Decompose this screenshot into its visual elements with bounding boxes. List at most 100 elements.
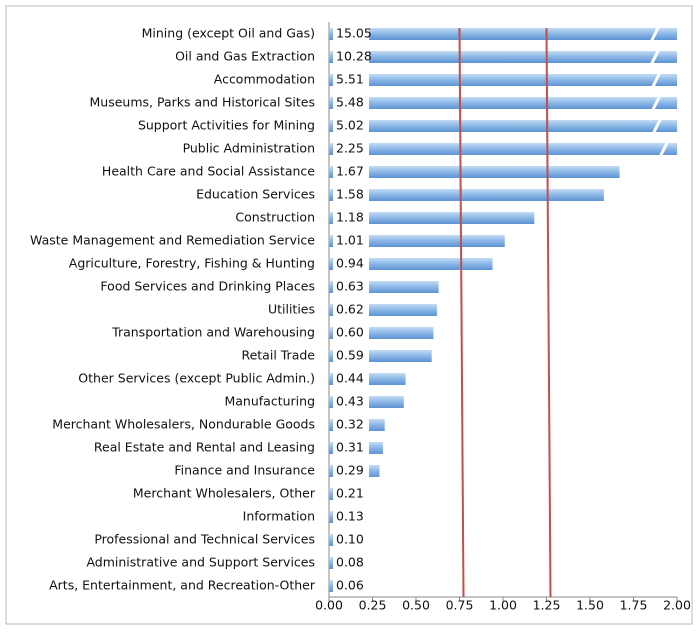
value-label: 5.48 <box>336 95 364 110</box>
value-label: 0.08 <box>336 555 364 570</box>
category-label: Professional and Technical Services <box>94 532 315 547</box>
break-mark <box>658 140 670 158</box>
label-bg <box>333 27 369 41</box>
x-tick-label: 1.75 <box>620 598 648 613</box>
category-label: Merchant Wholesalers, Nondurable Goods <box>52 417 315 432</box>
label-bg <box>333 96 369 110</box>
x-tick-label: 0.75 <box>446 598 474 613</box>
value-label: 0.63 <box>336 279 364 294</box>
category-label: Arts, Entertainment, and Recreation-Othe… <box>49 578 316 593</box>
value-label: 0.62 <box>336 302 364 317</box>
category-label: Other Services (except Public Admin.) <box>78 371 315 386</box>
bar <box>329 143 677 155</box>
category-label: Waste Management and Remediation Service <box>30 233 315 248</box>
category-label: Construction <box>235 210 315 225</box>
break-mark <box>649 25 661 43</box>
break-mark <box>650 71 662 89</box>
label-bg <box>333 556 369 570</box>
x-tick-label: 2.00 <box>663 598 691 613</box>
value-label: 0.59 <box>336 348 364 363</box>
category-label: Retail Trade <box>241 348 315 363</box>
label-bg <box>333 280 369 294</box>
category-label: Agriculture, Forestry, Fishing & Hunting <box>69 256 315 271</box>
label-bg <box>333 349 369 363</box>
label-bg <box>333 395 369 409</box>
category-label: Food Services and Drinking Places <box>100 279 315 294</box>
label-bg <box>333 579 369 593</box>
value-label: 0.21 <box>336 486 364 501</box>
category-label: Accommodation <box>214 72 315 87</box>
label-bg <box>333 211 369 225</box>
bar <box>329 74 677 86</box>
category-label: Merchant Wholesalers, Other <box>133 486 316 501</box>
bar <box>329 120 677 132</box>
category-label: Transportation and Warehousing <box>111 325 315 340</box>
reference-line <box>458 27 465 598</box>
bar <box>329 189 604 201</box>
label-bg <box>333 303 369 317</box>
bar <box>329 97 677 109</box>
label-bg <box>333 326 369 340</box>
x-tick-label: 1.25 <box>533 598 561 613</box>
label-bg <box>333 510 369 524</box>
value-label: 0.06 <box>336 578 364 593</box>
value-label: 5.02 <box>336 118 364 133</box>
label-bg <box>333 73 369 87</box>
x-tick-label: 0.50 <box>402 598 430 613</box>
value-label: 0.32 <box>336 417 364 432</box>
x-tick-label: 0.00 <box>315 598 343 613</box>
value-label: 15.05 <box>336 26 372 41</box>
value-label: 1.01 <box>336 233 364 248</box>
value-label: 0.60 <box>336 325 364 340</box>
x-tick-label: 1.00 <box>489 598 517 613</box>
category-label: Education Services <box>196 187 315 202</box>
label-bg <box>333 487 369 501</box>
bar <box>329 166 620 178</box>
category-label: Manufacturing <box>224 394 315 409</box>
bar <box>329 258 493 270</box>
category-label: Museums, Parks and Historical Sites <box>90 95 316 110</box>
value-label: 0.94 <box>336 256 364 271</box>
label-bg <box>333 142 369 156</box>
category-label: Oil and Gas Extraction <box>175 49 315 64</box>
reference-line <box>545 27 552 598</box>
label-bg <box>333 234 369 248</box>
value-label: 0.29 <box>336 463 364 478</box>
category-label: Information <box>243 509 315 524</box>
category-label: Public Administration <box>183 141 315 156</box>
value-label: 1.58 <box>336 187 364 202</box>
value-label: 0.44 <box>336 371 364 386</box>
value-label: 1.18 <box>336 210 364 225</box>
label-bg <box>333 119 369 133</box>
label-bg <box>333 257 369 271</box>
label-bg <box>333 464 369 478</box>
value-label: 0.43 <box>336 394 364 409</box>
break-mark <box>649 48 661 66</box>
category-label: Support Activities for Mining <box>138 118 315 133</box>
label-bg <box>333 533 369 547</box>
category-label: Finance and Insurance <box>174 463 315 478</box>
category-label: Mining (except Oil and Gas) <box>142 26 315 41</box>
bar <box>329 51 677 63</box>
value-label: 0.10 <box>336 532 364 547</box>
category-label: Health Care and Social Assistance <box>102 164 315 179</box>
category-label: Administrative and Support Services <box>86 555 315 570</box>
value-label: 0.13 <box>336 509 364 524</box>
label-bg <box>333 50 369 64</box>
label-bg <box>333 372 369 386</box>
bar <box>329 212 535 224</box>
value-label: 0.31 <box>336 440 364 455</box>
frame <box>5 5 693 625</box>
category-label: Utilities <box>268 302 315 317</box>
value-label: 1.67 <box>336 164 364 179</box>
label-bg <box>333 165 369 179</box>
bar <box>329 28 677 40</box>
x-tick-label: 0.25 <box>359 598 387 613</box>
label-bg <box>333 188 369 202</box>
value-label: 5.51 <box>336 72 364 87</box>
category-label: Real Estate and Rental and Leasing <box>94 440 315 455</box>
label-bg <box>333 441 369 455</box>
break-mark <box>651 117 663 135</box>
